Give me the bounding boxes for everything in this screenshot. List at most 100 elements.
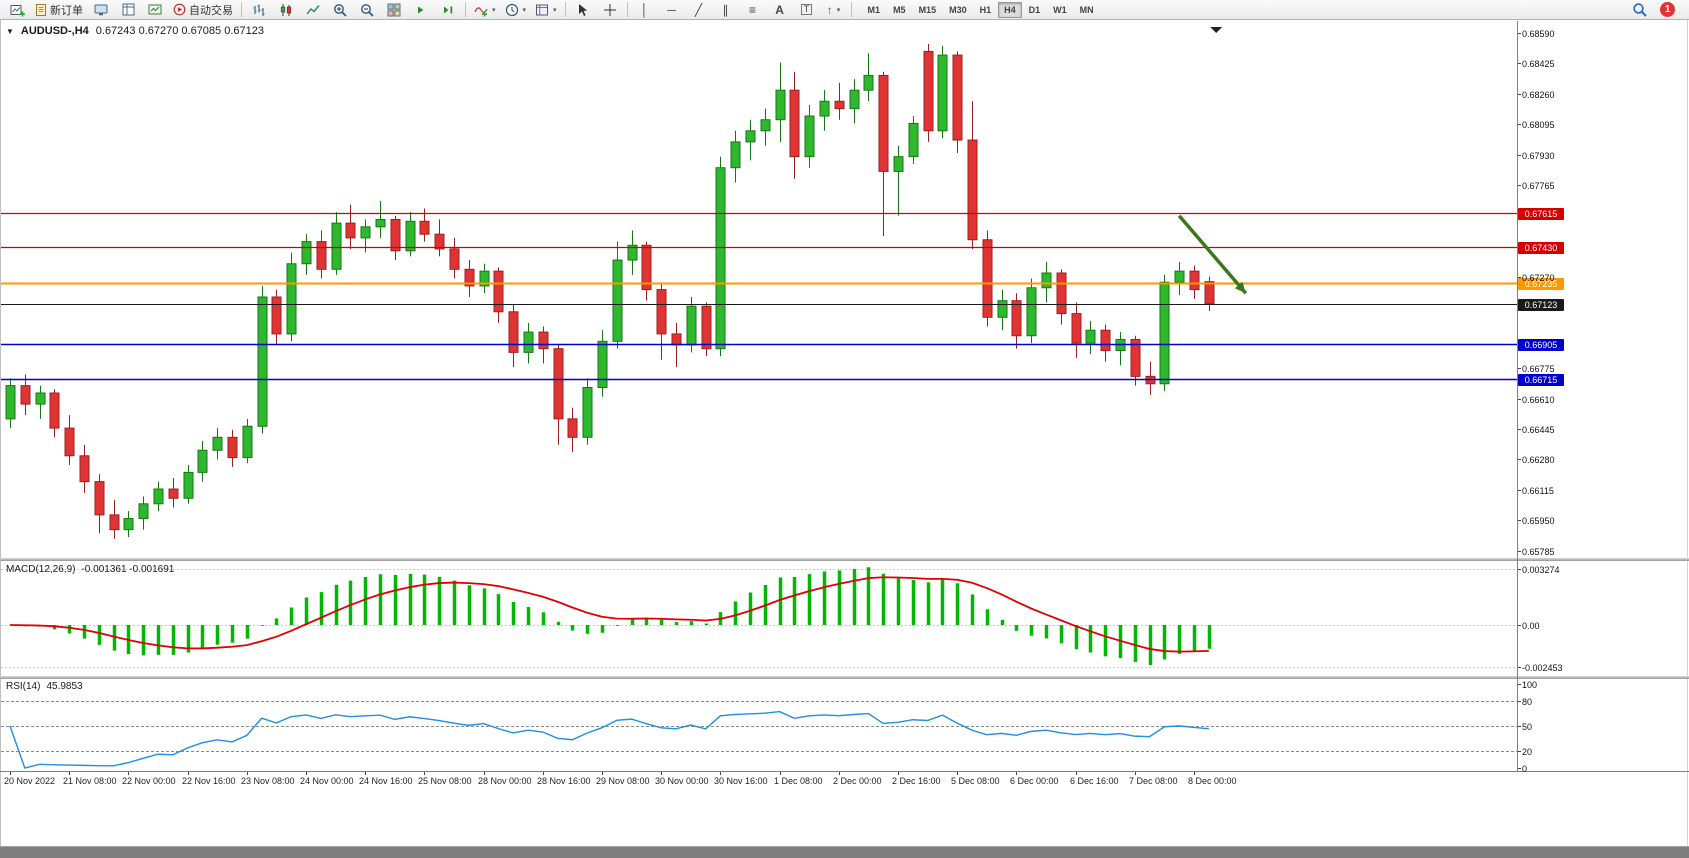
bear-candle: [316, 241, 327, 270]
horizontal-line-button[interactable]: ─: [659, 0, 685, 19]
cursor-icon: [578, 3, 587, 16]
line-chart-button[interactable]: [300, 0, 326, 19]
timeframe-toolbar: M1 M5 M15 M30 H1 H4 D1 W1 MN: [862, 1, 1100, 18]
bear-candle: [701, 305, 712, 350]
bull-candle: [1041, 272, 1052, 289]
horizontal-line-icon: ─: [667, 2, 676, 17]
bear-candle: [656, 289, 667, 335]
chart-shift-button[interactable]: [435, 0, 461, 19]
chart-shift-marker[interactable]: [1210, 27, 1223, 33]
new-order-icon: [36, 3, 46, 16]
bull-candle: [360, 226, 371, 239]
indicators-icon: [474, 6, 488, 16]
bear-candle: [789, 89, 800, 158]
new-order-button[interactable]: 新订单: [31, 0, 87, 19]
trendline-button[interactable]: ╱: [686, 0, 712, 19]
strategy-tester-icon: [148, 4, 162, 15]
bull-candle: [863, 74, 874, 91]
macd-signal-line: [9, 576, 1209, 653]
bull-candle: [301, 241, 312, 265]
bear-candle: [64, 427, 75, 457]
bull-candle: [331, 222, 342, 270]
candlestick-chart-button[interactable]: [273, 0, 299, 19]
rsi-value: 45.9853: [46, 681, 83, 692]
bear-candle: [1189, 270, 1200, 291]
arrows-button[interactable]: ↑ ▾: [821, 0, 847, 19]
autotrading-icon: [173, 3, 186, 16]
bull-candle: [597, 340, 608, 388]
new-chart-button[interactable]: [4, 0, 30, 19]
bear-candle: [464, 268, 475, 287]
vertical-line-icon: │: [640, 2, 649, 17]
bull-candle: [197, 449, 208, 473]
symbol-dropdown-icon[interactable]: ▼: [6, 26, 14, 36]
profiles-button[interactable]: [88, 0, 114, 19]
bear-candle: [94, 481, 105, 516]
macd-pane-separator[interactable]: [0, 558, 1689, 561]
crosshair-button[interactable]: [597, 0, 623, 19]
candlestick-chart-icon: [280, 3, 292, 16]
zoom-out-button[interactable]: [354, 0, 380, 19]
bear-candle: [1011, 300, 1022, 337]
new-chart-icon: [10, 4, 25, 16]
bear-candle: [271, 296, 282, 335]
strategy-tester-button[interactable]: [142, 0, 168, 19]
tile-windows-button[interactable]: [381, 0, 407, 19]
templates-button[interactable]: ▾: [531, 0, 561, 19]
symbol-header: ▼ AUDUSD-,H4 0.67243 0.67270 0.67085 0.6…: [6, 25, 264, 37]
indicators-button[interactable]: ▾: [470, 0, 500, 19]
bear-candle: [538, 331, 549, 350]
timeframe-button-m1[interactable]: M1: [867, 4, 881, 15]
timeframe-button-w1[interactable]: W1: [1053, 4, 1067, 15]
rsi-label: RSI(14): [6, 681, 41, 692]
bear-candle: [109, 514, 120, 531]
text-button[interactable]: A: [767, 0, 793, 19]
bear-candle: [1130, 338, 1141, 377]
bull-candle: [686, 305, 697, 346]
bull-candle: [893, 156, 904, 172]
chevron-down-icon: ▾: [522, 6, 527, 14]
bull-candle: [804, 115, 815, 158]
bar-chart-button[interactable]: [246, 0, 272, 19]
rsi-line: [9, 710, 1209, 769]
channel-button[interactable]: ∥: [713, 0, 739, 19]
bear-candle: [1204, 281, 1215, 305]
fibonacci-button[interactable]: ≡: [740, 0, 766, 19]
vertical-line-button[interactable]: │: [632, 0, 658, 19]
bear-candle: [227, 436, 238, 459]
bull-candle: [212, 436, 223, 451]
timeframe-button-h1[interactable]: H1: [979, 4, 992, 15]
bear-candle: [671, 333, 682, 346]
bull-candle: [1085, 329, 1096, 344]
bear-candle: [49, 392, 60, 429]
timeframe-button-d1[interactable]: D1: [1028, 4, 1041, 15]
status-bar: [0, 846, 1689, 858]
bull-candle: [523, 331, 534, 353]
timeframe-button-h4[interactable]: H4: [998, 1, 1022, 18]
periods-button[interactable]: ▾: [501, 0, 531, 19]
bull-candle: [582, 386, 593, 438]
zoom-in-button[interactable]: [327, 0, 353, 19]
bear-candle: [967, 139, 978, 241]
autotrading-button[interactable]: 自动交易: [169, 0, 237, 19]
zoom-out-icon: [361, 3, 374, 17]
timeframe-button-mn[interactable]: MN: [1079, 4, 1094, 15]
bull-candle: [745, 130, 756, 143]
toolbar-separator: [241, 2, 242, 17]
text-label-button[interactable]: T: [794, 0, 820, 19]
auto-scroll-button[interactable]: [408, 0, 434, 19]
chart-shift-icon: [444, 6, 453, 13]
bear-candle: [567, 418, 578, 438]
timeframe-button-m15[interactable]: M15: [918, 4, 937, 15]
search-button[interactable]: [1626, 0, 1652, 19]
data-window-button[interactable]: [115, 0, 141, 19]
notification-badge[interactable]: 1: [1660, 2, 1675, 17]
timeframe-button-m30[interactable]: M30: [949, 4, 967, 15]
cursor-button[interactable]: [570, 0, 596, 19]
bull-candle: [257, 296, 268, 427]
bull-candle: [937, 54, 948, 132]
timeframe-button-m5[interactable]: M5: [893, 4, 906, 15]
rsi-pane-separator[interactable]: [0, 676, 1689, 679]
annotation-arrow-shaft[interactable]: [1177, 214, 1248, 295]
